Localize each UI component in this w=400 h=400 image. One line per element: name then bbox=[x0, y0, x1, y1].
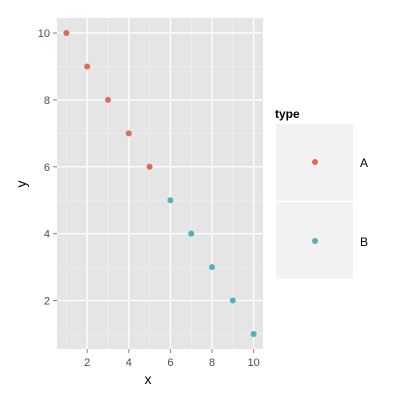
y-axis-title: y bbox=[13, 181, 29, 188]
x-tick-label: 10 bbox=[248, 357, 260, 369]
x-tick-label: 4 bbox=[126, 357, 132, 369]
x-axis-title: x bbox=[145, 371, 152, 387]
legend: type A B bbox=[275, 107, 368, 279]
y-tick-label: 10 bbox=[38, 28, 50, 40]
y-tick-label: 8 bbox=[44, 95, 50, 107]
x-axis-ticks: 2 4 6 8 10 bbox=[84, 349, 260, 369]
y-tick-label: 2 bbox=[44, 296, 50, 308]
data-point-b bbox=[229, 297, 236, 304]
legend-label-b: B bbox=[360, 235, 368, 249]
data-points bbox=[63, 30, 257, 337]
plot-panel bbox=[57, 18, 263, 349]
data-point-a bbox=[146, 163, 153, 170]
data-point-b bbox=[250, 330, 257, 337]
x-tick-label: 8 bbox=[209, 357, 215, 369]
data-point-b bbox=[188, 230, 195, 237]
x-tick-label: 6 bbox=[167, 357, 173, 369]
data-point-a bbox=[125, 130, 132, 137]
legend-label-a: A bbox=[360, 156, 368, 170]
x-tick-label: 2 bbox=[84, 357, 90, 369]
legend-point-a bbox=[312, 159, 318, 165]
legend-point-b bbox=[312, 238, 318, 244]
y-tick-label: 4 bbox=[44, 229, 50, 241]
grid-minor bbox=[57, 18, 263, 349]
y-axis-ticks: 2 4 6 8 10 bbox=[38, 28, 57, 308]
data-point-a bbox=[63, 30, 70, 37]
grid-major bbox=[57, 18, 263, 349]
data-point-a bbox=[104, 96, 111, 103]
legend-title: type bbox=[275, 107, 300, 121]
data-point-b bbox=[167, 197, 174, 204]
data-point-a bbox=[84, 63, 91, 70]
data-point-b bbox=[209, 264, 216, 271]
y-tick-label: 6 bbox=[44, 162, 50, 174]
